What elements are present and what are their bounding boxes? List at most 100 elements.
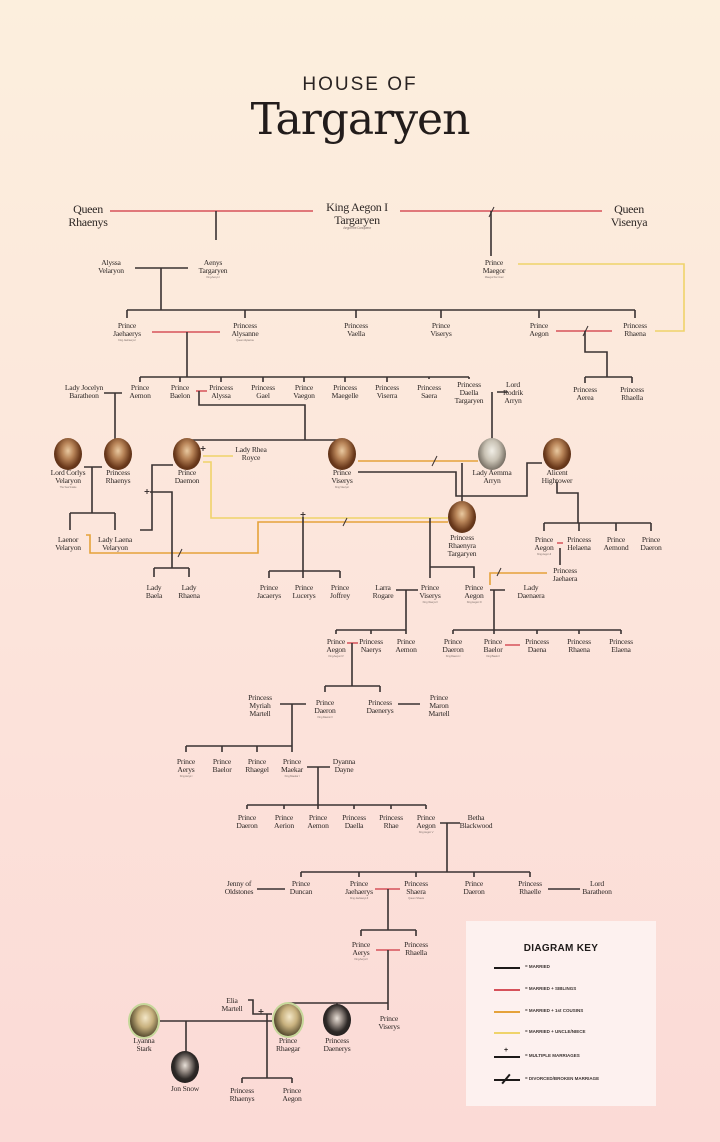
uncle-niece-marriage-lines [203, 263, 685, 519]
person-node: Princess Rhaenys [106, 469, 131, 485]
person-node: Princess Shaera Queen Shaera [404, 880, 428, 900]
person-node: Princess Rhaena [567, 638, 591, 654]
person-name: Lady Rhea Royce [235, 445, 267, 462]
person-name: Princess Elaena [609, 637, 633, 654]
person-title: Maegor the Cruel [484, 274, 504, 279]
person-node: Lord Corlys Velaryon The Sea Snake [51, 469, 86, 489]
portrait-image [171, 1051, 199, 1083]
person-name: Prince Viserys [419, 583, 441, 600]
person-name: Princess Alyssa [209, 383, 233, 400]
person-node: King Aegon I Targaryen Aegon the Conquero… [326, 201, 388, 230]
person-node: Prince Viserys King Viserys I [331, 468, 353, 489]
person-title: King Viserys I [334, 484, 350, 489]
key-item-married: = MARRIED [494, 963, 654, 973]
person-node: Alicent Hightower [542, 469, 573, 485]
person-node: Prince Maron Martell [429, 694, 450, 717]
marriage-and-descent-lines [69, 211, 652, 1083]
person-node: Prince Baelon [169, 383, 191, 400]
person-name: Prince Maegor [482, 258, 506, 275]
title-targaryen: Targaryen [250, 94, 471, 145]
person-node: Princess Vaella [344, 322, 368, 338]
person-node: Queen Visenya [611, 203, 648, 228]
person-title: Queen Alysanne [236, 337, 254, 342]
person-name: Prince Aegon [534, 535, 554, 552]
person-node: Prince Viserys [430, 321, 452, 338]
key-label: = MARRIED + SIBLINGS [525, 986, 577, 991]
key-label: = MARRIED + 1st COUSINS [525, 1008, 584, 1013]
person-name: Prince Baelon [169, 383, 191, 400]
marker-glyphs [144, 206, 589, 1014]
person-name: Prince Aegon [464, 583, 484, 600]
person-name: Prince Vaegon [293, 383, 315, 400]
person-name: Prince Aerys [176, 757, 196, 774]
person-name: Prince Jaehaerys [113, 321, 141, 338]
person-node: Prince Viserys King Viserys II [419, 583, 441, 604]
person-name: Prince Baelor [483, 637, 503, 654]
person-node: Lord Baratheon [582, 879, 612, 896]
person-name: Prince Rhaegel [245, 757, 269, 774]
person-title: Aegon the Conqueror [343, 226, 371, 230]
portrait-image [478, 438, 506, 470]
person-name: Prince Aerion [274, 813, 294, 830]
person-name: Princess Rhaella [404, 940, 428, 957]
person-node: Princess Daena [525, 638, 549, 654]
person-name: Queen Visenya [610, 202, 648, 229]
person-title: King Viserys II [422, 599, 438, 604]
portrait-image [173, 438, 201, 470]
person-node: Prince Rhaegel [245, 757, 269, 774]
person-name: Prince Aegon [529, 321, 549, 338]
portrait-image [274, 1004, 302, 1036]
person-node: Prince Aegon [529, 322, 548, 338]
person-node: Queen Rhaenys [68, 203, 108, 228]
person-node: Dyanna Dayne [333, 758, 356, 774]
person-title: King Aegon V [418, 829, 434, 834]
person-node: Prince Aegon King Aegon IV [326, 638, 345, 658]
person-node: Prince Aemond [604, 536, 629, 552]
person-node: Lyanna Stark [133, 1037, 154, 1053]
person-name: Laenor Velaryon [55, 535, 81, 552]
person-node: Princess Rhaenyra Targaryen [448, 534, 477, 557]
cousins-line-sample [494, 1011, 520, 1013]
person-name: Jon Snow [170, 1084, 200, 1093]
person-name: Prince Aemond [603, 535, 629, 552]
married-line-sample [494, 967, 520, 969]
person-name: Lady Laena Velaryon [97, 535, 133, 552]
key-item-divorced: = DIVORCED/BROKEN MARRIAGE [494, 1073, 654, 1085]
person-node: Prince Aegon [282, 1087, 301, 1103]
person-node: Princess Viserra [375, 384, 399, 400]
person-name: Prince Daemon [174, 468, 200, 485]
person-node: Prince Daeron [463, 880, 484, 896]
person-title: King Aegon II [536, 551, 552, 556]
person-node: Lady Aemma Arryn [472, 469, 511, 485]
key-label: = MARRIED [525, 964, 550, 969]
person-node: Larra Rogare [373, 584, 394, 600]
person-name: Princess Rhaenys [229, 1086, 255, 1103]
key-item-married-siblings: = MARRIED + SIBLINGS [494, 985, 654, 995]
person-name: Princess Aerea [573, 385, 597, 402]
person-node: Prince Daeron King Daeron II [314, 699, 335, 719]
person-name: Princess Rhaella [620, 385, 644, 402]
diagram-key: DIAGRAM KEY = MARRIED = MARRIED + SIBLIN… [466, 921, 656, 1106]
person-node: Prince Aerion [274, 814, 294, 830]
uncle-niece-line-sample [494, 1032, 520, 1034]
person-name: King Aegon I Targaryen [326, 200, 388, 227]
portrait-image [448, 501, 476, 533]
person-name: Princess Saera [417, 383, 441, 400]
person-node: Aenys Targaryen King Aenys I [199, 259, 228, 279]
person-node: Jon Snow [171, 1085, 199, 1093]
person-node: Prince Vaegon [293, 384, 315, 400]
key-label: = DIVORCED/BROKEN MARRIAGE [525, 1076, 600, 1081]
person-name: Larra Rogare [372, 583, 394, 600]
person-node: Prince Aegon King Aegon II [534, 536, 553, 556]
person-node: Princess Daella [342, 814, 366, 830]
person-node: Prince Lucerys [292, 584, 315, 600]
person-name: Prince Viserys [430, 321, 452, 338]
person-name: Princess Daella Targaryen [454, 380, 484, 405]
person-node: Prince Aemon [129, 384, 151, 400]
key-label: = MARRIED + UNCLE/NIECE [525, 1029, 586, 1034]
person-node: Prince Maegor Maegor the Cruel [482, 258, 506, 279]
person-name: Prince Daeron [640, 535, 662, 552]
person-name: Prince Viserys [331, 468, 353, 485]
person-name: Lord Baratheon [582, 879, 612, 896]
